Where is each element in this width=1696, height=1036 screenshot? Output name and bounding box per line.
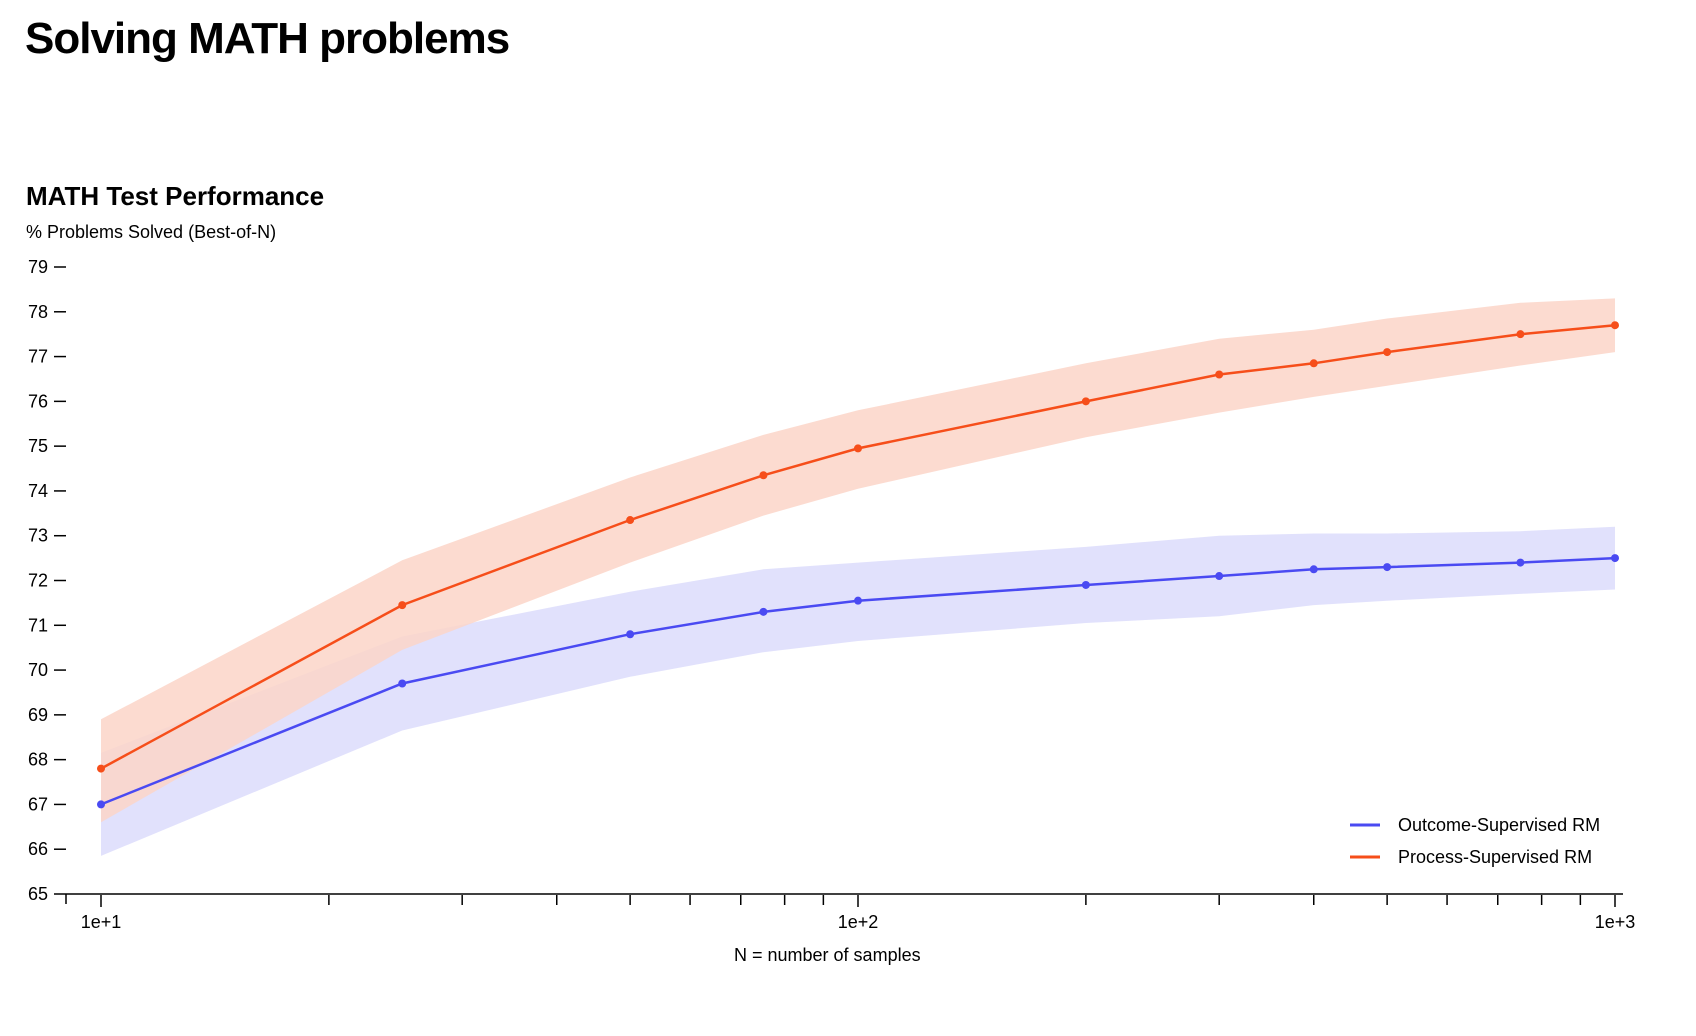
- process-point: [1383, 348, 1392, 357]
- y-tick-label: 72: [28, 571, 48, 591]
- process-legend-label: Process-Supervised RM: [1398, 847, 1592, 867]
- y-tick-label: 75: [28, 436, 48, 456]
- y-axis: 65 66 67 68 69 70 71 72 73 74 75 76 77 78 79: [28, 257, 67, 904]
- y-tick-label: 79: [28, 257, 48, 277]
- y-tick-label: 78: [28, 302, 48, 322]
- process-point: [1215, 370, 1224, 379]
- outcome-point: [398, 679, 407, 688]
- legend[interactable]: Outcome-Supervised RM Process-Supervised …: [1350, 815, 1600, 867]
- y-tick-label: 73: [28, 526, 48, 546]
- outcome-legend-item[interactable]: Outcome-Supervised RM: [1350, 815, 1600, 835]
- chart-title: MATH Test Performance: [26, 181, 325, 211]
- x-tick-label: 1e+3: [1595, 912, 1636, 932]
- y-tick-label: 65: [28, 884, 48, 904]
- y-tick-label: 71: [28, 615, 48, 635]
- y-tick-label: 67: [28, 794, 48, 814]
- x-axis-title: N = number of samples: [734, 945, 921, 965]
- process-point: [1081, 397, 1090, 406]
- process-point: [854, 444, 862, 453]
- process-point: [1516, 330, 1525, 339]
- outcome-point: [1081, 580, 1090, 589]
- outcome-confidence-band: [101, 526, 1615, 856]
- y-tick-label: 66: [28, 839, 48, 859]
- x-tick-label: 1e+1: [81, 912, 122, 932]
- outcome-point: [1516, 558, 1525, 567]
- y-axis-title: % Problems Solved (Best-of-N): [26, 222, 277, 242]
- outcome-point: [1309, 565, 1318, 574]
- outcome-point: [759, 607, 768, 616]
- outcome-point: [626, 630, 635, 639]
- y-tick-label: 69: [28, 705, 48, 725]
- process-point: [97, 764, 105, 773]
- process-point: [398, 601, 407, 610]
- y-tick-label: 68: [28, 750, 48, 770]
- outcome-legend-label: Outcome-Supervised RM: [1398, 815, 1600, 835]
- x-axis: 1e+1 1e+2 1e+3: [66, 893, 1636, 932]
- outcome-point: [1611, 554, 1619, 563]
- outcome-point: [1383, 563, 1392, 572]
- process-point: [1611, 321, 1619, 330]
- process-point: [1309, 359, 1318, 368]
- y-tick-label: 76: [28, 391, 48, 411]
- process-point: [759, 471, 768, 480]
- process-confidence-band: [101, 298, 1615, 823]
- series-points: [97, 321, 1619, 809]
- outcome-point: [854, 596, 862, 605]
- confidence-bands: [101, 298, 1615, 856]
- y-tick-label: 77: [28, 347, 48, 367]
- outcome-point: [97, 800, 105, 809]
- y-tick-label: 74: [28, 481, 48, 501]
- outcome-point: [1215, 572, 1224, 581]
- page-title: Solving MATH problems: [25, 14, 510, 63]
- process-legend-item[interactable]: Process-Supervised RM: [1350, 847, 1592, 867]
- x-tick-label: 1e+2: [838, 912, 879, 932]
- y-tick-label: 70: [28, 660, 48, 680]
- process-point: [626, 516, 635, 525]
